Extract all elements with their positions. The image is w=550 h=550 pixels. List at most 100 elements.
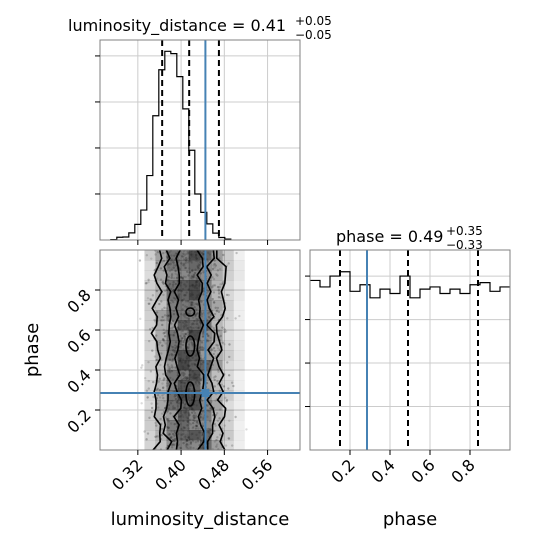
joint-density-cell — [166, 380, 179, 391]
joint-density-cell — [166, 260, 179, 271]
hist1-grid — [100, 40, 300, 240]
joint-density-cell — [177, 350, 190, 361]
joint-sample-point — [155, 311, 159, 314]
joint-sample-point — [150, 406, 154, 410]
joint-density-cell — [233, 350, 245, 361]
joint-density-cell — [155, 370, 167, 381]
joint-sample-point — [162, 386, 165, 389]
joint-sample-point — [160, 300, 163, 303]
joint-sample-point — [212, 301, 216, 304]
joint-sample-point — [141, 364, 144, 367]
joint-sample-point — [214, 413, 218, 417]
joint-sample-point — [161, 280, 164, 284]
joint-sample-point — [234, 415, 237, 419]
joint-sample-point — [163, 331, 167, 335]
joint-density-cell — [166, 320, 179, 331]
joint-sample-point — [155, 424, 158, 427]
joint-sample-point — [161, 394, 164, 397]
joint-density-cell — [144, 350, 156, 361]
joint-sample-point — [217, 329, 220, 332]
joint-sample-point — [150, 257, 153, 260]
joint-sample-point — [215, 343, 218, 347]
joint-density-cell — [155, 390, 167, 401]
joint-sample-point — [144, 282, 147, 285]
joint-sample-point — [154, 320, 157, 323]
joint-density-cell — [144, 370, 156, 381]
joint-density-cell — [222, 410, 234, 421]
joint-sample-point — [163, 377, 167, 381]
joint-sample-point — [162, 251, 165, 255]
joint-sample-point — [164, 342, 167, 345]
joint-density-cell — [211, 390, 223, 401]
joint-density-cell — [177, 250, 190, 261]
hist2-step-line — [310, 271, 510, 299]
joint-density-cell — [188, 360, 201, 371]
joint-density-cell — [177, 260, 190, 271]
joint-sample-point — [162, 328, 165, 332]
joint-sample-point — [157, 406, 160, 409]
joint-density-cell — [222, 360, 234, 371]
joint-sample-point — [245, 428, 248, 431]
joint-sample-point — [216, 436, 219, 439]
joint-sample-point — [145, 389, 149, 392]
joint-density-cell — [144, 320, 156, 331]
joint-sample-point — [221, 281, 225, 284]
joint-density-cell — [177, 390, 190, 401]
joint-density-cell — [211, 430, 223, 441]
joint-density-cell — [233, 360, 245, 371]
joint-sample-point — [212, 327, 215, 330]
joint-sample-point — [227, 374, 231, 377]
joint-sample-point — [224, 444, 228, 447]
joint-sample-point — [155, 277, 159, 280]
joint-density-cell — [155, 270, 167, 281]
hist2-title-sub: −0.33 — [446, 238, 483, 252]
joint-sample-point — [225, 293, 229, 297]
joint-panel: 0.32 0.40 0.48 0.56 0.2 0.4 0.6 0.8 luminosity… — [22, 249, 301, 530]
joint-density-cell — [155, 400, 167, 411]
joint-sample-point — [152, 380, 155, 384]
joint-sample-point — [212, 347, 216, 350]
joint-sample-point — [199, 354, 203, 357]
joint-sample-point — [212, 326, 216, 330]
joint-xticks: 0.32 0.40 0.48 0.56 — [108, 450, 276, 494]
joint-sample-point — [213, 259, 216, 262]
joint-density-cell — [188, 430, 201, 441]
joint-sample-point — [216, 379, 219, 383]
joint-density-cell — [144, 360, 156, 371]
joint-density-cell — [211, 360, 223, 371]
joint-sample-point — [224, 396, 227, 400]
joint-density-cell — [222, 290, 234, 301]
joint-sample-point — [145, 281, 148, 285]
joint-sample-point — [150, 410, 154, 414]
joint-sample-point — [215, 443, 219, 446]
joint-density-cell — [233, 410, 245, 421]
joint-sample-point — [217, 289, 221, 292]
joint-density-cell — [144, 270, 156, 281]
joint-sample-point — [212, 291, 216, 294]
x-axis-label-luminosity-distance: luminosity_distance — [111, 509, 290, 530]
joint-sample-point — [217, 310, 221, 314]
joint-sample-point — [230, 381, 234, 384]
joint-sample-point — [218, 389, 221, 393]
joint-density-cell — [166, 340, 179, 351]
joint-density-cell — [177, 430, 190, 441]
x-axis-label-phase: phase — [383, 509, 437, 530]
joint-density-cell — [166, 290, 179, 301]
joint-xtick-label: 0.40 — [151, 455, 190, 494]
joint-sample-point — [153, 306, 156, 309]
joint-sample-point — [155, 261, 158, 265]
joint-sample-point — [163, 306, 166, 309]
joint-sample-point — [213, 422, 216, 426]
joint-sample-point — [218, 433, 222, 436]
joint-contour-line — [215, 250, 227, 450]
joint-sample-point — [174, 366, 177, 369]
joint-density-cell — [177, 410, 190, 421]
joint-density-cell — [188, 250, 201, 261]
joint-density-cell — [188, 270, 201, 281]
joint-sample-point — [170, 364, 174, 367]
joint-density-cell — [155, 360, 167, 371]
joint-sample-point — [212, 300, 216, 304]
joint-density-cell — [188, 300, 201, 311]
joint-sample-point — [158, 302, 161, 306]
joint-sample-point — [216, 306, 220, 310]
